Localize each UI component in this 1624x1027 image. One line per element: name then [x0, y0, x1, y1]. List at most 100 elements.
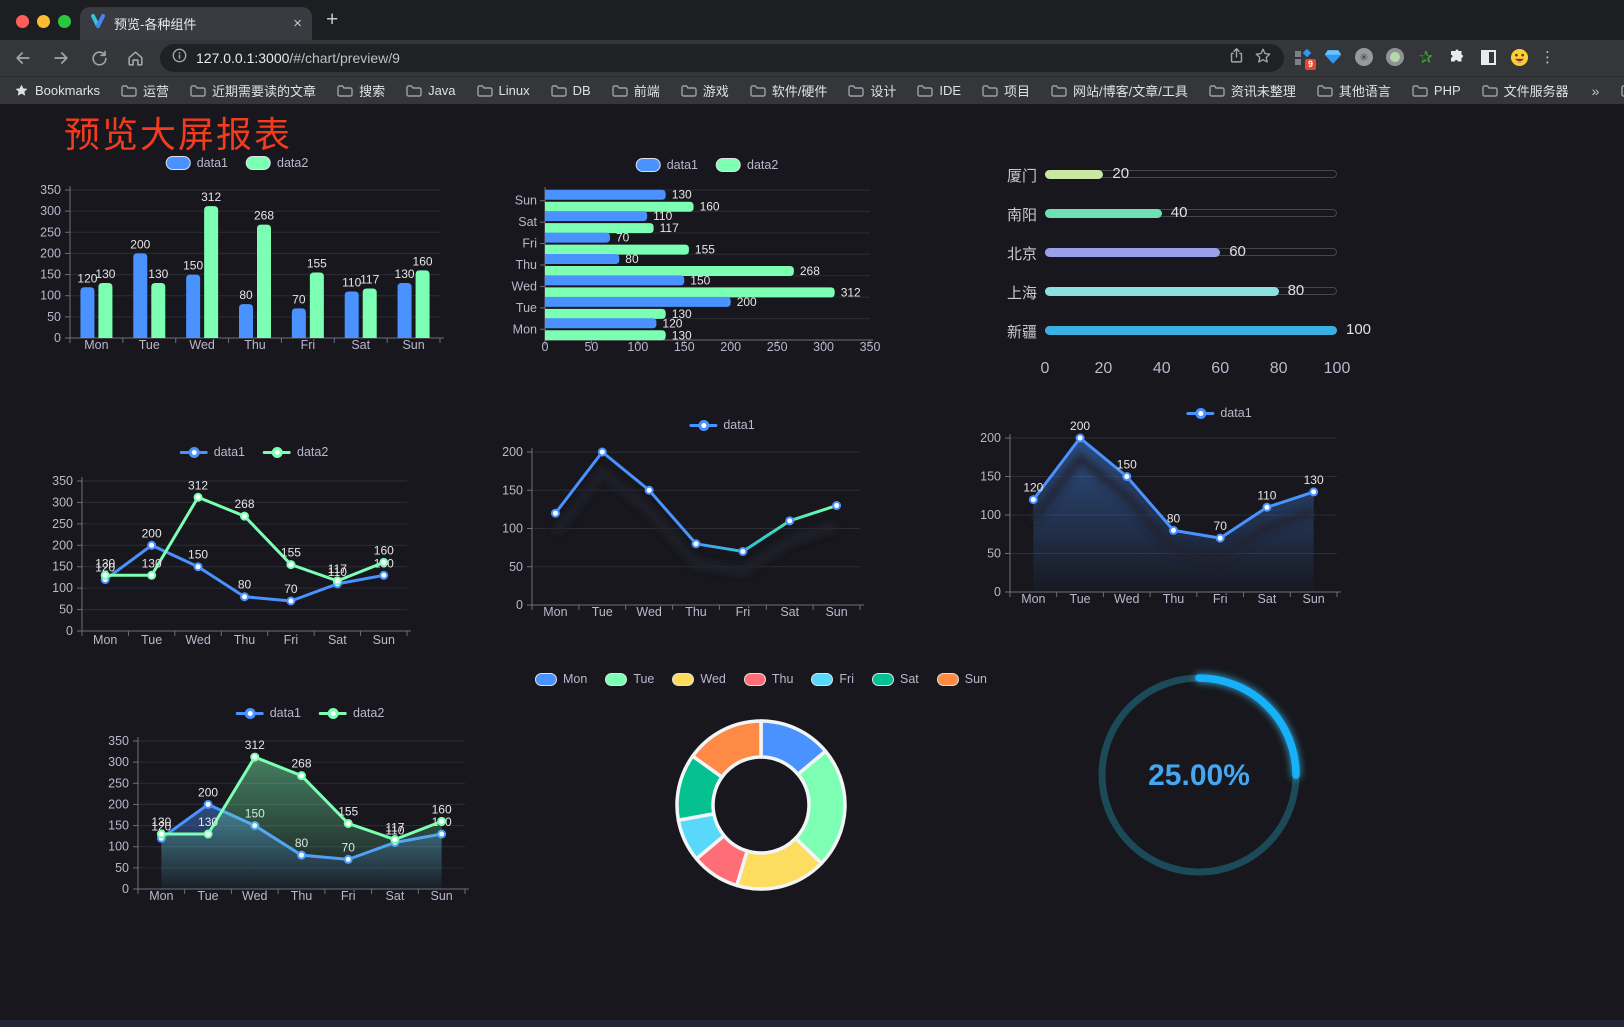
- legend-item-data2[interactable]: data2: [319, 706, 384, 720]
- legend-item-Sat[interactable]: Sat: [872, 672, 919, 686]
- side-panel-icon[interactable]: [1478, 47, 1498, 67]
- svg-text:130: 130: [148, 267, 168, 281]
- emoji-extension-icon[interactable]: [1509, 47, 1529, 67]
- share-icon[interactable]: [1228, 47, 1245, 69]
- bookmarks-root-label: Bookmarks: [35, 83, 101, 98]
- two-area-chart[interactable]: 0 50 100 150 200 250 300 350 Mon Tue Wed Thu Fri Sat S…: [100, 700, 480, 916]
- legend-item-data1[interactable]: data1: [165, 156, 228, 170]
- bookmark-folder[interactable]: 近期需要读的文章: [190, 81, 316, 100]
- extension-gem-icon[interactable]: [1323, 47, 1343, 67]
- svg-text:150: 150: [52, 560, 73, 574]
- legend-label: data1: [1220, 406, 1252, 420]
- bookmark-folder[interactable]: 前端: [611, 81, 660, 100]
- url-bar[interactable]: 127.0.0.1:3000/#/chart/preview/9: [160, 44, 1284, 72]
- legend-item-data1[interactable]: data1: [689, 418, 755, 432]
- legend-item-data1[interactable]: data1: [1186, 406, 1252, 420]
- minimize-window-button[interactable]: [37, 15, 50, 28]
- legend-item-Sun[interactable]: Sun: [936, 672, 987, 686]
- gradient-line-chart[interactable]: 0 50 100 150 200 Mon Tue Wed Thu Fri Sat Sun data1: [490, 415, 875, 623]
- legend-item-data2[interactable]: data2: [246, 156, 308, 170]
- bookmark-folder[interactable]: 其他语言: [1317, 81, 1391, 100]
- bookmark-folder[interactable]: Java: [406, 83, 456, 98]
- legend-item-data1[interactable]: data1: [235, 706, 301, 720]
- forward-icon[interactable]: [50, 47, 72, 69]
- city-progress-chart[interactable]: 厦门 20 南阳 40 北京 60 上海 80 新疆 100 0 20 40 60 80 100: [985, 158, 1371, 388]
- bookmark-folder[interactable]: 游戏: [681, 81, 729, 100]
- bookmark-folder[interactable]: DB: [550, 83, 591, 98]
- bookmark-folder[interactable]: 运营: [121, 81, 169, 100]
- svg-text:Fri: Fri: [284, 633, 299, 647]
- extension-star-icon[interactable]: ✰: [1418, 47, 1434, 67]
- swatch-icon: [165, 156, 191, 170]
- legend-item-Mon[interactable]: Mon: [534, 672, 587, 686]
- horizontal-bar-chart[interactable]: 0 50 100 150 200 250 300 350 Sun Sat Fri Thu Wed Tue M…: [500, 150, 896, 368]
- svg-text:Sat: Sat: [386, 889, 405, 903]
- svg-text:200: 200: [502, 445, 523, 459]
- bookmark-folder[interactable]: Linux: [476, 83, 530, 98]
- tab-close-icon[interactable]: ×: [293, 15, 302, 32]
- bookmark-folder-label: 资讯未整理: [1230, 84, 1296, 99]
- bookmark-folder-label: DB: [572, 83, 591, 98]
- legend-item-Tue[interactable]: Tue: [605, 672, 654, 686]
- swatch-icon: [246, 156, 271, 170]
- gauge-arc: [1195, 674, 1300, 779]
- bookmark-folder-label: 网站/博客/文章/工具: [1073, 84, 1188, 99]
- browser-menu-icon[interactable]: ⋮: [1540, 48, 1555, 66]
- legend-label: data1: [723, 418, 755, 432]
- back-icon[interactable]: [12, 47, 34, 69]
- svg-text:Mon: Mon: [93, 633, 117, 647]
- bookmark-folder[interactable]: 项目: [982, 81, 1030, 100]
- svg-text:Wed: Wed: [1114, 592, 1140, 606]
- bookmark-star-icon[interactable]: [1254, 47, 1272, 70]
- svg-text:110: 110: [1257, 488, 1276, 502]
- url-text[interactable]: 127.0.0.1:3000/#/chart/preview/9: [196, 50, 400, 66]
- legend-item-Wed[interactable]: Wed: [672, 672, 726, 686]
- bookmark-folder-label: 运营: [143, 84, 170, 99]
- site-info-icon[interactable]: [172, 48, 187, 68]
- svg-text:100: 100: [108, 840, 129, 854]
- svg-text:Wed: Wed: [636, 605, 662, 619]
- bookmarks-root[interactable]: Bookmarks: [14, 83, 100, 98]
- browser-tab[interactable]: 预览-各种组件 ×: [80, 7, 312, 40]
- zoom-window-button[interactable]: [58, 15, 71, 28]
- grouped-bar-chart[interactable]: 0 50 100 150 200 250 300 350 Mon Tue Wed Thu Fri Sat S…: [40, 148, 460, 368]
- area-line-chart[interactable]: 0 50 100 150 200 Mon Tue Wed Thu Fri Sat Sun 120 200 1…: [980, 402, 1350, 610]
- svg-text:Tue: Tue: [592, 605, 613, 619]
- two-line-chart[interactable]: 0 50 100 150 200 250 300 350 Mon Tue Wed Thu Fri Sat S…: [45, 440, 425, 658]
- svg-text:Thu: Thu: [1163, 592, 1185, 606]
- svg-text:200: 200: [40, 246, 61, 260]
- new-tab-button[interactable]: +: [326, 8, 339, 31]
- legend-item-data2[interactable]: data2: [716, 158, 778, 172]
- bookmark-folder[interactable]: 设计: [848, 81, 896, 100]
- legend-item-data1[interactable]: data1: [179, 445, 245, 459]
- legend-item-Thu[interactable]: Thu: [743, 672, 793, 686]
- home-icon[interactable]: [124, 47, 146, 69]
- bookmark-folder[interactable]: IDE: [917, 83, 961, 98]
- line-legend-icon: [235, 707, 264, 719]
- legend-label: Wed: [700, 672, 726, 686]
- bookmark-folder[interactable]: 软件/硬件: [750, 81, 827, 100]
- bookmark-folder[interactable]: 搜索: [337, 81, 385, 100]
- bookmark-folder[interactable]: 资讯未整理: [1209, 81, 1296, 100]
- donut-chart[interactable]: Mon Tue Wed Thu Fri Sat Sun: [534, 660, 987, 905]
- gauge-chart[interactable]: 25.00%: [1095, 670, 1305, 882]
- svg-text:350: 350: [52, 474, 73, 488]
- close-window-button[interactable]: [16, 15, 29, 28]
- legend-item-Fri[interactable]: Fri: [811, 672, 854, 686]
- legend-item-data2[interactable]: data2: [263, 445, 328, 459]
- svg-text:312: 312: [188, 478, 208, 492]
- extensions-puzzle-icon[interactable]: [1447, 47, 1467, 67]
- bookmarks-overflow-button[interactable]: »: [1591, 82, 1600, 99]
- bookmark-folder[interactable]: 网站/博客/文章/工具: [1051, 81, 1188, 100]
- bookmark-folder[interactable]: 文件服务器: [1481, 81, 1569, 100]
- url-host: 127.0.0.1:3000: [196, 50, 290, 66]
- svg-text:200: 200: [130, 237, 150, 251]
- extension-grid-icon[interactable]: 9: [1292, 47, 1316, 70]
- svg-text:200: 200: [720, 340, 741, 354]
- legend-item-data1[interactable]: data1: [635, 158, 698, 172]
- reload-icon[interactable]: [88, 47, 110, 69]
- url-path: /#/chart/preview/9: [289, 50, 400, 66]
- extension-dot-icon[interactable]: [1385, 47, 1405, 67]
- extension-asterisk-icon[interactable]: ✳: [1354, 47, 1374, 67]
- bookmark-folder[interactable]: PHP: [1412, 83, 1461, 98]
